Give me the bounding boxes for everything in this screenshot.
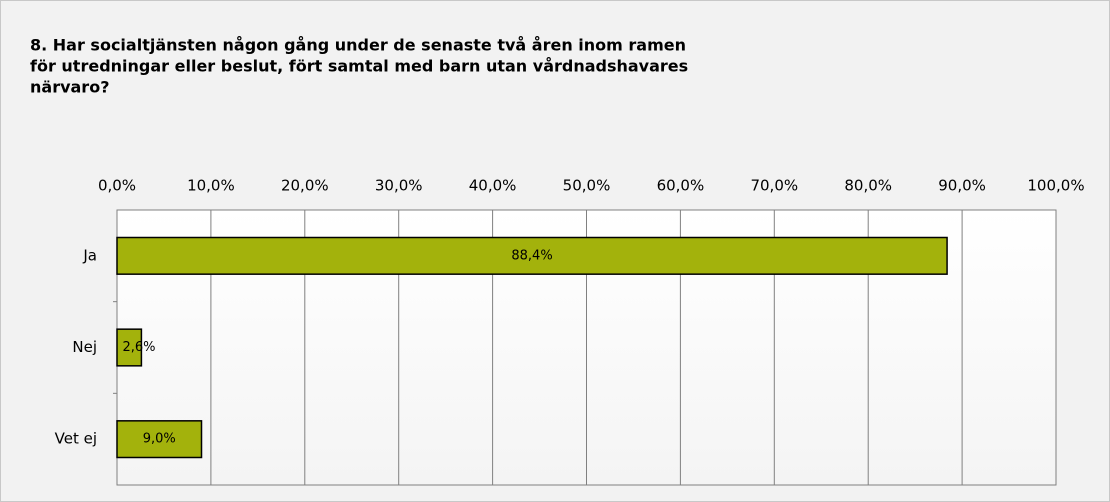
x-tick-label: 70,0% [750,177,798,195]
chart-title: 8. Har socialtjänsten någon gång under d… [30,36,686,55]
x-tick-label: 90,0% [938,177,986,195]
chart-title: för utredningar eller beslut, fört samta… [30,57,688,76]
x-tick-label: 50,0% [563,177,611,195]
x-tick-label: 80,0% [844,177,892,195]
x-tick-label: 60,0% [657,177,705,195]
data-label: 2,6% [122,340,155,355]
x-tick-label: 40,0% [469,177,517,195]
chart-title: närvaro? [30,78,109,97]
y-tick-label: Vet ej [55,430,97,448]
bar [116,236,948,275]
x-tick-label: 20,0% [281,177,329,195]
x-tick-label: 0,0% [98,177,136,195]
bar [116,420,203,459]
y-tick-label: Ja [82,246,97,264]
x-tick-label: 10,0% [187,177,235,195]
x-tick-label: 30,0% [375,177,423,195]
data-label: 88,4% [511,248,552,263]
y-tick-label: Nej [72,338,97,356]
bar [116,328,143,367]
x-tick-label: 100,0% [1027,177,1084,195]
data-label: 9,0% [143,432,176,447]
